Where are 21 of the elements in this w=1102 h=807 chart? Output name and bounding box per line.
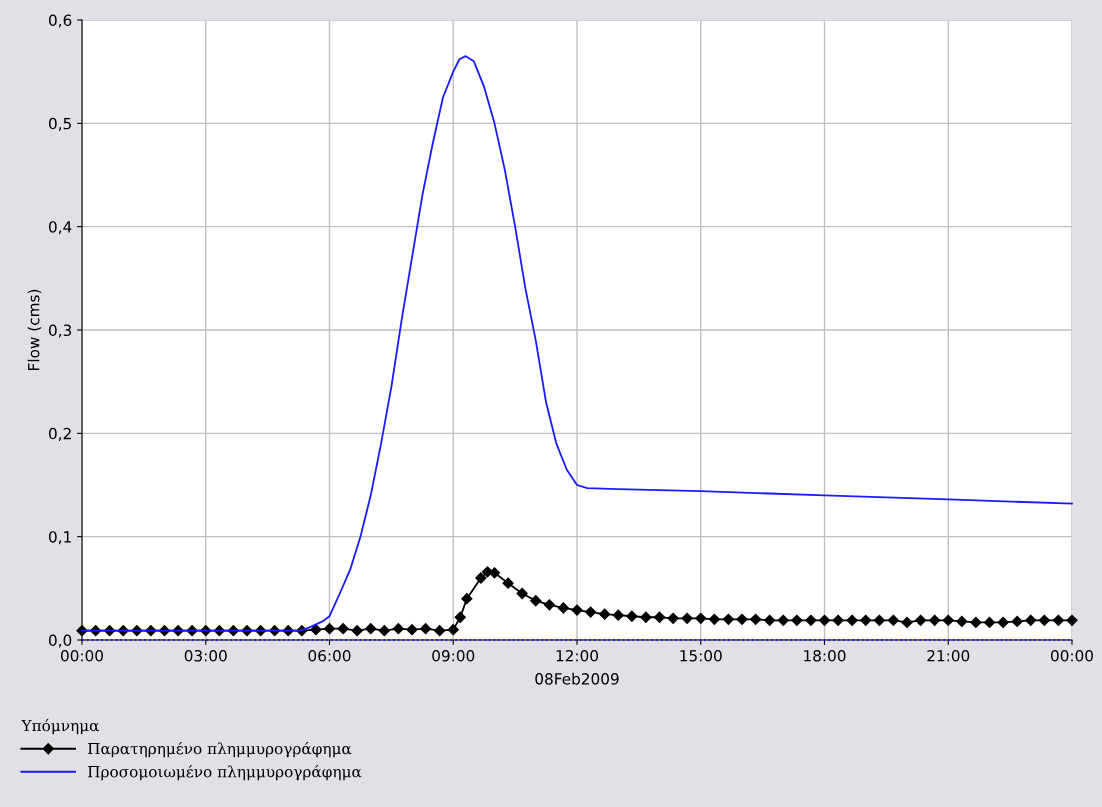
x-tick-label: 12:00 [556, 649, 598, 662]
legend-title: Υπόμνημα [21, 718, 100, 735]
x-tick-label: 00:00 [1050, 649, 1093, 662]
y-axis-title: Flow (cms) [27, 289, 42, 370]
x-tick-label: 00:00 [60, 649, 103, 662]
y-tick-label: 0,2 [48, 427, 71, 441]
x-tick-label: 06:00 [308, 649, 351, 662]
y-tick-label: 0,3 [48, 324, 72, 338]
legend-label: Προσομοιωμένο πλημμυρογράφημα [88, 764, 362, 781]
y-tick-label: 0,0 [48, 634, 72, 648]
y-tick-label: 0,5 [48, 117, 71, 131]
x-tick-label: 18:00 [804, 649, 846, 662]
y-tick-label: 0,6 [48, 14, 72, 28]
x-axis-title: 08Feb2009 [535, 672, 619, 685]
x-tick-label: 03:00 [184, 649, 227, 662]
x-tick-label: 15:00 [680, 649, 722, 662]
legend-label: Παρατηρημένο πλημμυρογράφημα [88, 741, 352, 758]
y-tick-label: 0,4 [48, 221, 72, 235]
x-tick-label: 09:00 [432, 649, 475, 662]
x-tick-label: 21:00 [927, 649, 970, 662]
y-tick-label: 0,1 [48, 531, 71, 545]
